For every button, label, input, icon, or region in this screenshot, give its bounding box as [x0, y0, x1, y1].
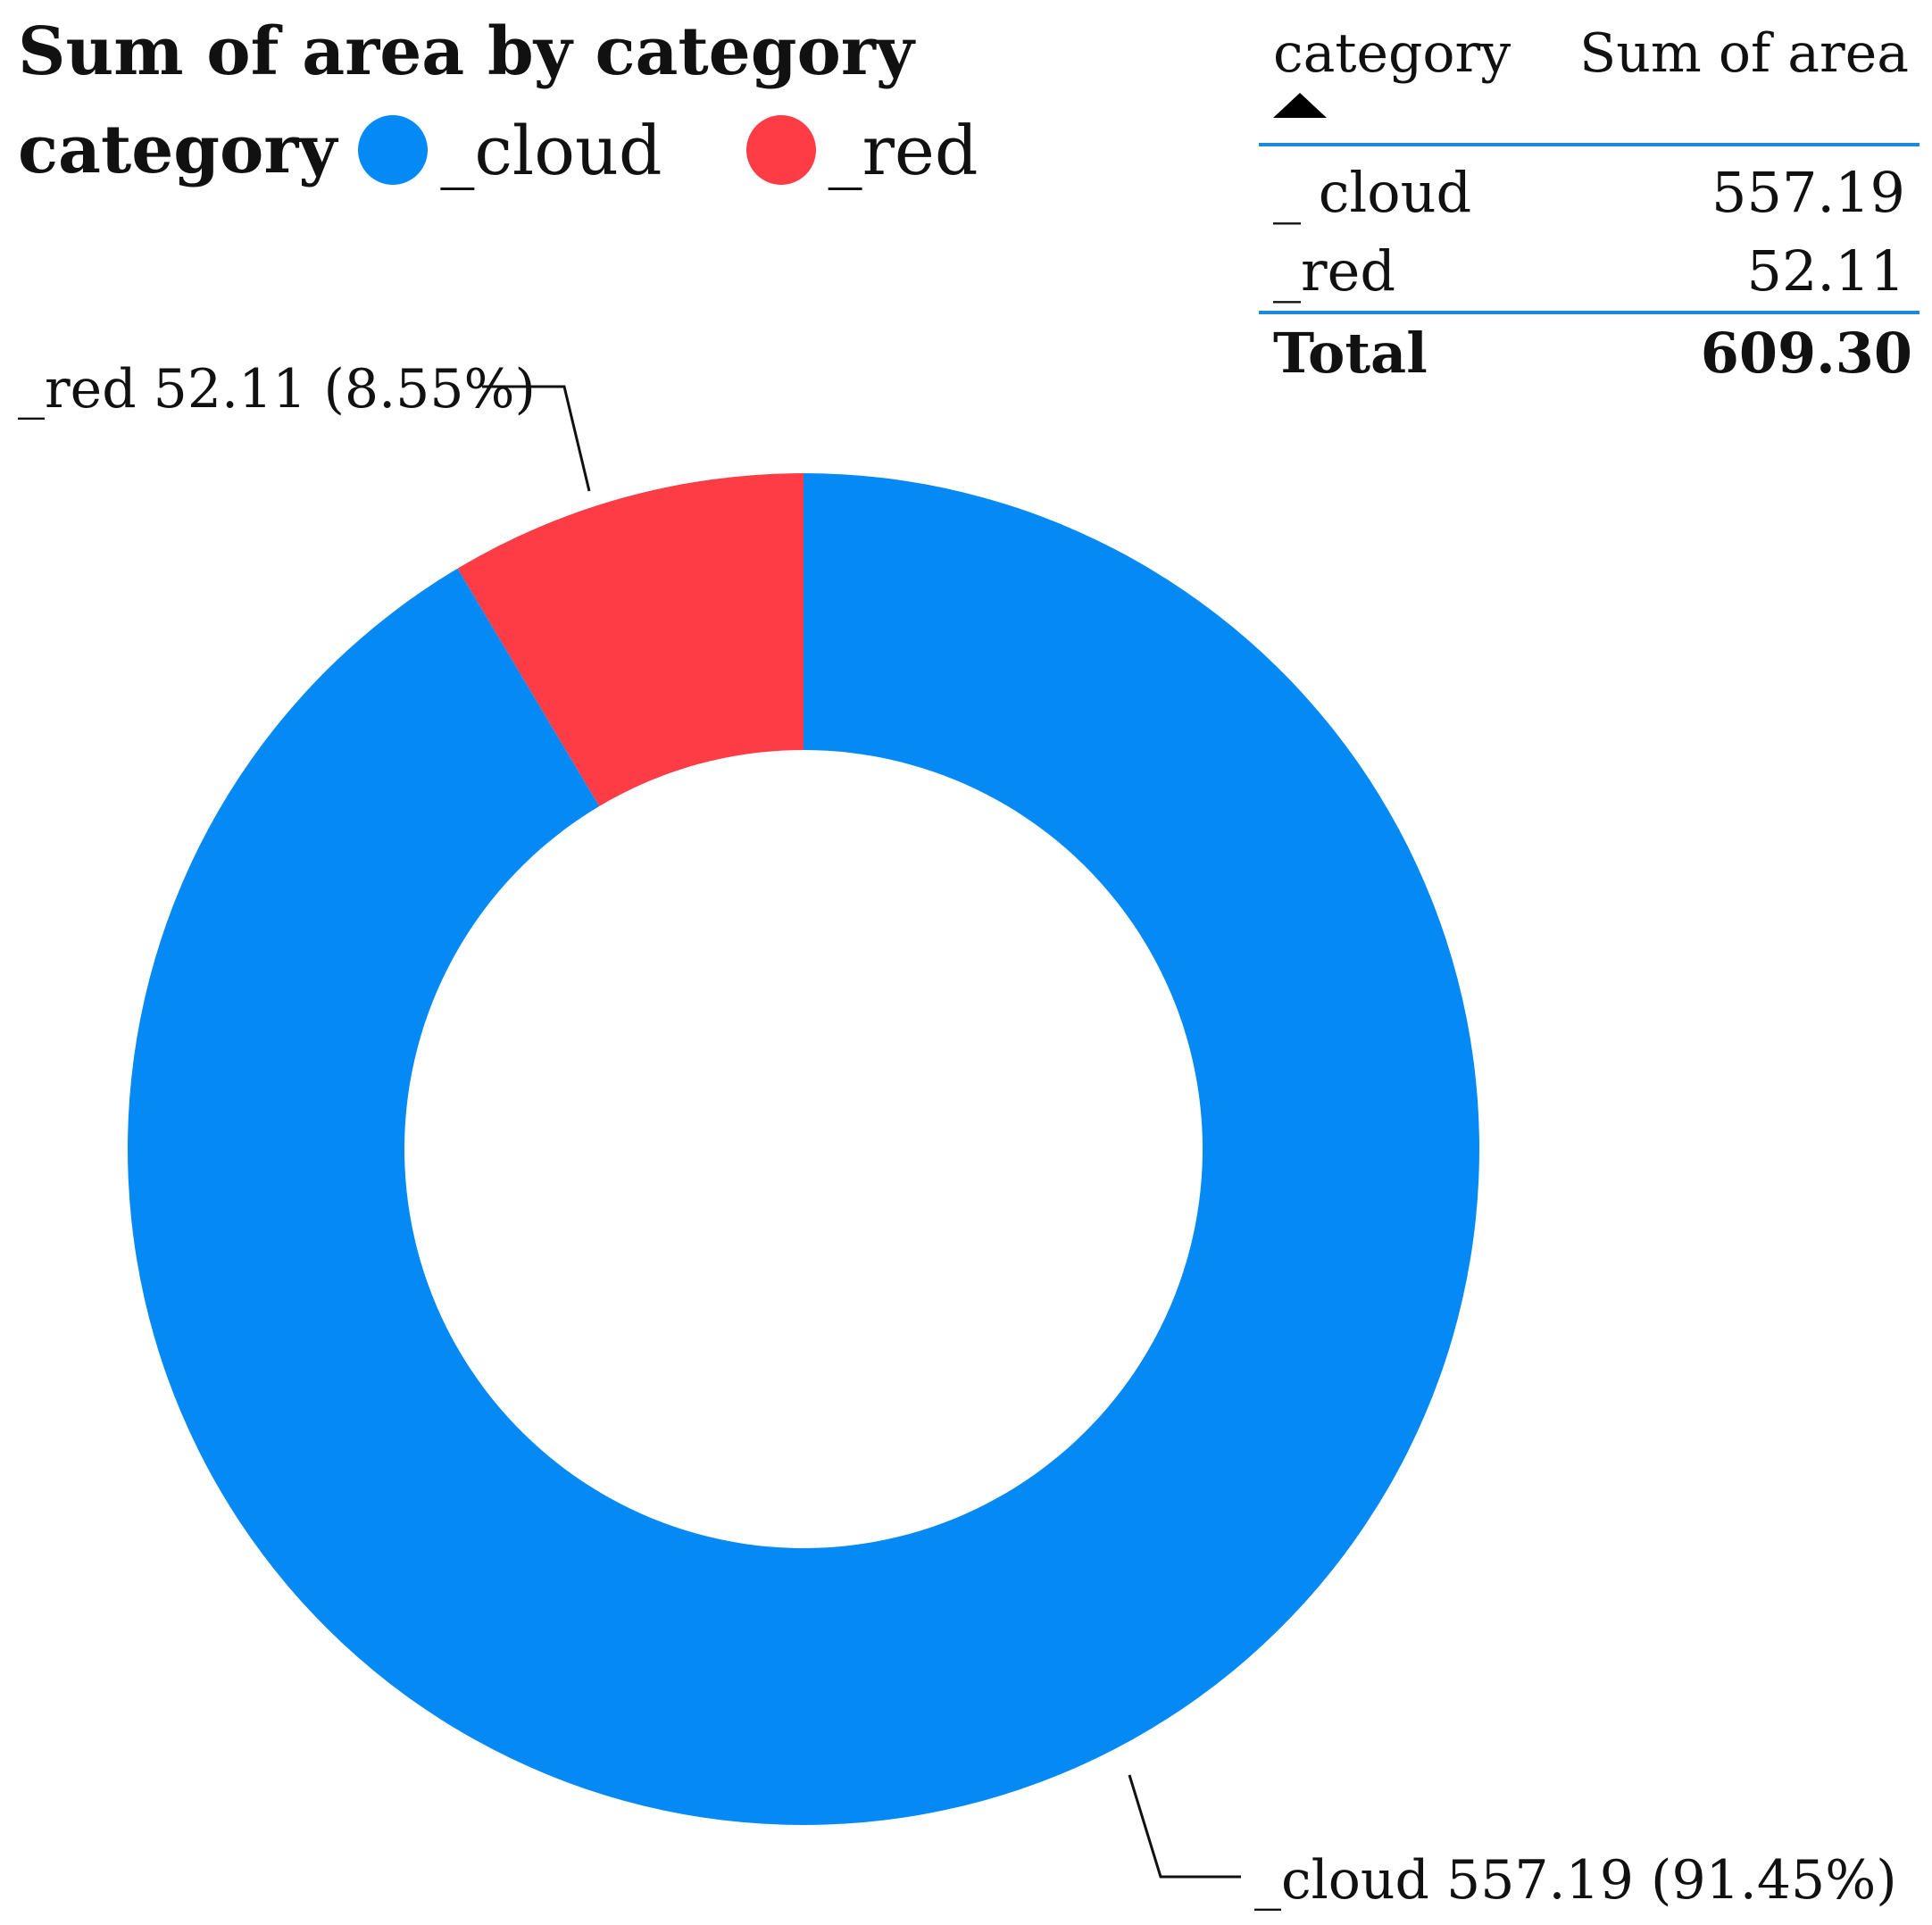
- table-row: _ cloud 557.19: [1259, 154, 1920, 232]
- legend-title: category: [18, 112, 337, 188]
- table-row: _red 52.11: [1259, 232, 1920, 311]
- leader-line-cloud: [1128, 1774, 1241, 1879]
- table-total-row: Total 609.30: [1259, 314, 1920, 393]
- data-label-red: _red 52.11 (8.55%): [18, 358, 536, 421]
- legend-label-cloud: _cloud: [440, 110, 662, 190]
- legend-item-cloud[interactable]: _cloud: [358, 111, 662, 190]
- cell-value: 557.19: [1711, 160, 1905, 225]
- donut-slice-cloud[interactable]: [127, 473, 1479, 1825]
- column-header-sum-of-area[interactable]: Sum of area: [1579, 22, 1909, 85]
- column-header-category[interactable]: category: [1273, 22, 1511, 85]
- cell-category: _red: [1273, 238, 1396, 304]
- legend: category _cloud _red: [18, 105, 1062, 195]
- table-body: _ cloud 557.19 _red 52.11: [1259, 146, 1920, 314]
- legend-marker-red: [745, 115, 816, 185]
- data-label-cloud: _cloud 557.19 (91.45%): [1254, 1849, 1897, 1912]
- legend-item-red[interactable]: _red: [745, 110, 978, 190]
- cell-value: 52.11: [1746, 238, 1906, 304]
- total-value: 609.30: [1700, 321, 1912, 386]
- leader-line-red: [482, 385, 591, 492]
- sort-ascending-icon[interactable]: [1273, 93, 1327, 118]
- total-label: Total: [1273, 321, 1428, 386]
- cell-category: _ cloud: [1273, 160, 1472, 225]
- summary-table: category Sum of area _ cloud 557.19 _red…: [1259, 18, 1920, 393]
- table-header: category Sum of area: [1259, 18, 1920, 146]
- donut-slice-red[interactable]: [457, 473, 804, 807]
- chart-title: Sum of area by category: [18, 13, 914, 90]
- legend-label-red: _red: [828, 110, 978, 190]
- legend-marker-cloud: [358, 115, 429, 185]
